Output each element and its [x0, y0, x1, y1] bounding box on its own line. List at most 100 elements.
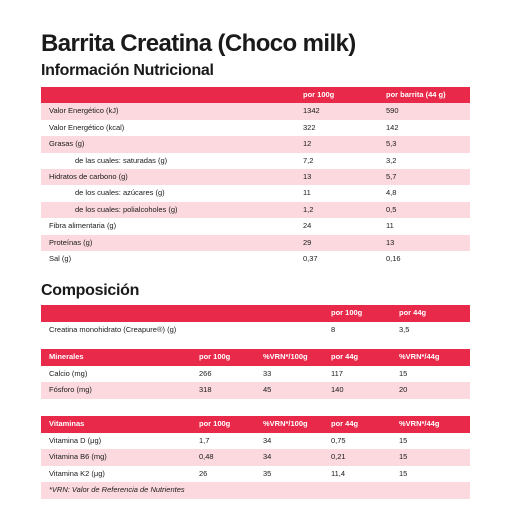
row-col-vrn-44g: 15: [399, 368, 408, 378]
row-label: Fibra alimentaria (g): [49, 221, 117, 231]
header-col-per100g: por 100g: [199, 419, 231, 428]
row-value-per100g: 13: [303, 171, 312, 181]
row-label: Creatina monohidrato (Creapure®) (g): [49, 324, 177, 334]
row-col-vrn-100g: 35: [263, 468, 272, 478]
footnote-text: *VRN: Valor de Referencia de Nutrientes: [49, 485, 185, 494]
row-col-per44g: 140: [331, 385, 344, 394]
row-label: Proteínas (g): [49, 237, 93, 247]
table-row: de los cuales: polialcoholes (g) 1,2 0,5: [41, 201, 470, 219]
row-col-vrn-44g: 15: [399, 435, 408, 445]
row-value-per-bar: 13: [386, 237, 395, 247]
row-col-vrn-44g: 15: [399, 452, 408, 461]
header-col-per44g: por 44g: [331, 352, 359, 361]
table-row: Calcio (mg) 266 33 117 15: [41, 365, 470, 382]
table-row: Grasas (g) 12 5,3: [41, 136, 470, 153]
row-value-per100g: 1342: [303, 106, 320, 116]
row-label: Sal (g): [49, 253, 72, 263]
row-value-per100g: 1,2: [303, 204, 314, 214]
row-col-per44g: 11,4: [331, 468, 346, 478]
row-value-per100g: 24: [303, 221, 312, 231]
header-col-label: Minerales: [49, 352, 84, 361]
table-header-row: Minerales por 100g %VRN*/100g por 44g %VRN*/…: [41, 349, 470, 366]
row-col-label: Calcio (mg): [49, 368, 88, 378]
row-col-per44g: 0,75: [331, 435, 346, 445]
row-col-vrn-100g: 34: [263, 452, 272, 461]
table-row: de las cuales: saturadas (g) 7,2 3,2: [41, 152, 470, 169]
table-row: Fósforo (mg) 318 45 140 20: [41, 382, 470, 399]
row-col-per100g: 318: [199, 385, 212, 394]
row-value-per-bar: 0,5: [386, 204, 397, 214]
row-label: de los cuales: azúcares (g): [75, 188, 165, 198]
row-value-per-bar: 5,3: [386, 139, 397, 149]
row-col-label: Vitamina B6 (mg): [49, 452, 107, 461]
row-value-per100g: 7,2: [303, 155, 314, 165]
table-header-row: Vitaminas por 100g %VRN*/100g por 44g %VRN*/…: [41, 416, 470, 433]
row-label: Valor Energético (kJ): [49, 106, 119, 116]
row-value-per-bar: 590: [386, 106, 399, 116]
row-col-per100g: 266: [199, 368, 212, 378]
table-row: de los cuales: azúcares (g) 11 4,8: [41, 185, 470, 202]
row-col-label: Fósforo (mg): [49, 385, 92, 394]
row-label: de los cuales: polialcoholes (g): [75, 204, 178, 214]
table-row: Valor Energético (kcal) 322 142: [41, 119, 470, 137]
row-value-per44g: 3,5: [399, 324, 410, 334]
row-col-per100g: 0,48: [199, 452, 214, 461]
row-value-per-bar: 5,7: [386, 171, 397, 181]
row-label: Hidratos de carbono (g): [49, 171, 128, 181]
row-value-per-bar: 0,16: [386, 253, 401, 263]
row-value-per-bar: 11: [386, 221, 394, 231]
table-header-row: por 100g por barrita (44 g): [41, 87, 470, 104]
header-col-label: Vitaminas: [49, 419, 85, 428]
row-col-per44g: 117: [331, 368, 343, 378]
table-header-row: por 100g por 44g: [41, 305, 470, 322]
nutrition-heading: Información Nutricional: [41, 62, 214, 79]
nutrition-table: por 100g por barrita (44 g) Valor Energé…: [41, 87, 470, 268]
header-per-bar: por barrita (44 g): [386, 90, 446, 99]
row-value-per100g: 12: [303, 139, 312, 149]
row-col-vrn-44g: 20: [399, 385, 408, 394]
row-col-per100g: 26: [199, 468, 208, 478]
row-col-per44g: 0,21: [331, 452, 346, 461]
table-row: Creatina monohidrato (Creapure®) (g) 8 3…: [41, 321, 470, 338]
header-per100g: por 100g: [303, 90, 335, 99]
row-value-per100g: 11: [303, 188, 311, 198]
row-value-per100g: 29: [303, 237, 312, 247]
minerals-table: Minerales por 100g %VRN*/100g por 44g %VRN*/…: [41, 349, 470, 399]
table-row: Vitamina B6 (mg) 0,48 34 0,21 15: [41, 449, 470, 466]
table-row: Hidratos de carbono (g) 13 5,7: [41, 168, 470, 186]
table-row: Proteínas (g) 29 13: [41, 234, 470, 251]
header-col-per44g: por 44g: [331, 419, 359, 428]
header-col-vrn-100g: %VRN*/100g: [263, 352, 308, 361]
composition-heading: Composición: [41, 282, 140, 299]
header-col-per100g: por 100g: [199, 352, 231, 361]
composition-table: por 100g por 44g Creatina monohidrato (C…: [41, 305, 470, 338]
table-row: Valor Energético (kJ) 1342 590: [41, 103, 470, 120]
header-col-vrn-44g: %VRN*/44g: [399, 419, 440, 428]
row-col-label: Vitamina D (μg): [49, 435, 102, 445]
header-per44g: por 44g: [399, 308, 427, 317]
row-col-per100g: 1,7: [199, 435, 210, 445]
table-row: Vitamina D (μg) 1,7 34 0,75 15: [41, 432, 470, 449]
table-row: Sal (g) 0,37 0,16: [41, 250, 470, 268]
header-col-vrn-100g: %VRN*/100g: [263, 419, 308, 428]
row-label: Grasas (g): [49, 139, 85, 149]
row-col-vrn-100g: 34: [263, 435, 272, 445]
vitamins-table: Vitaminas por 100g %VRN*/100g por 44g %VRN*/…: [41, 416, 470, 499]
row-value-per100g: 322: [303, 122, 316, 132]
row-value-per100g: 0,37: [303, 253, 318, 263]
row-col-vrn-44g: 15: [399, 468, 408, 478]
row-col-label: Vitamina K2 (μg): [49, 468, 105, 478]
vrn-footnote: *VRN: Valor de Referencia de Nutrientes: [41, 482, 470, 499]
row-value-per-bar: 4,8: [386, 188, 397, 198]
row-col-vrn-100g: 33: [263, 368, 272, 378]
product-title: Barrita Creatina (Choco milk): [41, 30, 356, 57]
row-label: de las cuales: saturadas (g): [75, 155, 168, 165]
header-col-vrn-44g: %VRN*/44g: [399, 352, 440, 361]
table-row: Fibra alimentaria (g) 24 11: [41, 218, 470, 235]
row-value-per100g: 8: [331, 324, 336, 334]
table-row: Vitamina K2 (μg) 26 35 11,4 15: [41, 465, 470, 482]
row-label: Valor Energético (kcal): [49, 122, 125, 132]
row-value-per-bar: 3,2: [386, 155, 397, 165]
row-col-vrn-100g: 45: [263, 385, 272, 394]
header-per100g: por 100g: [331, 308, 363, 317]
